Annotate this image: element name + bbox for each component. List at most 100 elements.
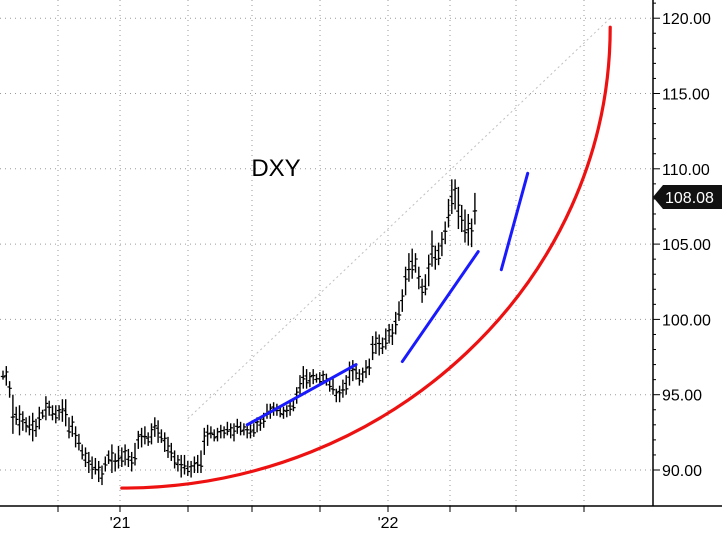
price-bar [60,399,65,422]
price-bar [116,445,121,469]
price-bar [449,179,454,214]
price-bar [182,454,187,475]
parabolic-curve [120,25,612,490]
x-tick-label: '21 [110,515,131,532]
price-bar [413,253,418,273]
price-bar [96,460,101,483]
price-bar [63,399,68,427]
price-bar [146,432,151,446]
price-bar [221,426,227,439]
price-bar [113,453,118,472]
price-bar [152,417,157,437]
price-bar [291,399,296,412]
price-bar [304,369,309,389]
price-bar [66,417,72,439]
price-bar [334,388,339,403]
price-bar [10,394,16,434]
price-bar [132,442,138,466]
price-bar [287,400,293,416]
price-bar [462,209,468,243]
price-bar [80,444,85,460]
price-bar [344,375,349,395]
price-bar [0,370,6,380]
price-bar [198,450,204,474]
price-bar [330,378,336,395]
price-bar [99,465,105,486]
price-bar [281,406,286,419]
price-bar [363,360,369,379]
price-bar [202,427,207,455]
price-bar [416,266,421,290]
price-bar [472,192,478,225]
price-bar [235,418,240,434]
price-bar [400,289,405,312]
price-bar [410,248,415,279]
price-bar [419,278,425,303]
price-bar [23,417,29,433]
price-bar [301,366,306,389]
price-bar [205,424,210,446]
price-bar [337,385,342,403]
price-bar [7,381,12,398]
price-bar [429,230,435,267]
price-bar [30,412,35,442]
chart-title: DXY [251,155,300,182]
price-bar [17,405,22,436]
price-bar [225,421,230,436]
price-bar [122,444,128,466]
price-bar [56,405,62,421]
price-bar [231,423,237,442]
price-bar [340,379,346,398]
price-bar [251,423,256,437]
price-bar [129,451,134,472]
y-tick-label: 100.00 [662,312,711,329]
price-bar [380,337,385,355]
y-tick-label: 90.00 [662,463,702,480]
price-bar [396,301,402,321]
price-bar [162,432,167,452]
price-bar [446,198,451,228]
price-bar [192,456,197,474]
blue-trendline [245,363,358,427]
y-axis: 90.00 95.00 100.00 105.00 110.00 115.00 120.00 [653,2,711,480]
price-bar [70,415,75,437]
price-bar [353,364,359,380]
price-bar [377,334,382,356]
y-tick-label: 105.00 [662,237,711,254]
price-bar [373,331,379,355]
price-bar [403,266,408,296]
price-bar [238,421,243,436]
price-bar [248,423,253,439]
blue-trendline [499,171,530,272]
price-bar [76,433,82,451]
price-bar [103,456,108,472]
dotted-projection-line [187,17,611,420]
price-bar [350,360,355,382]
price-bar [228,423,233,439]
price-bar [33,418,39,437]
price-bar [86,451,91,474]
price-bar [294,387,299,404]
price-bar [390,323,395,346]
price-bar [159,429,164,443]
price-bar [106,450,111,464]
y-tick-label: 95.00 [662,388,702,405]
price-bar [327,379,332,392]
price-bar [169,442,174,461]
x-tick-label: '22 [378,515,399,532]
price-bar [126,448,131,467]
price-bar [14,406,19,425]
price-bar [109,444,115,474]
price-bar [297,375,303,395]
price-bar [452,179,458,210]
price-bar [258,417,263,431]
price-bar [20,411,25,431]
price-bar [212,429,217,442]
price-bar [307,372,313,388]
price-bar [357,369,362,386]
price-bar [208,426,214,439]
price-bar [4,366,9,386]
price-bar [456,186,461,230]
price-bar [367,358,372,376]
